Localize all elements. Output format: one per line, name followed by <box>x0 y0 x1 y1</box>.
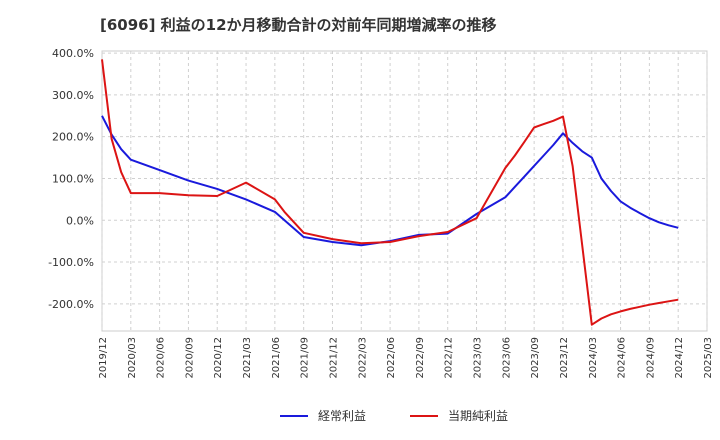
y-tick-label: 200.0% <box>52 131 94 144</box>
legend-label-junrieki: 当期純利益 <box>448 409 508 423</box>
x-tick-label: 2023/03 <box>473 337 484 379</box>
x-tick-label: 2023/12 <box>559 337 570 379</box>
legend-label-keijo: 経常利益 <box>318 409 366 423</box>
series-lines <box>101 59 679 326</box>
x-tick-label: 2022/12 <box>444 337 455 379</box>
legend: 経常利益 当期純利益 <box>280 409 508 423</box>
x-tick-label: 2021/03 <box>242 337 253 379</box>
x-tick-label: 2020/03 <box>127 337 138 379</box>
y-tick-label: 300.0% <box>52 89 94 102</box>
x-tick-label: 2021/12 <box>328 337 339 379</box>
plot-area <box>101 50 708 332</box>
y-tick-label: 100.0% <box>52 172 94 185</box>
x-tick-label: 2020/09 <box>184 337 195 379</box>
x-tick-label: 2022/06 <box>386 337 397 379</box>
x-tick-label: 2024/06 <box>617 337 628 379</box>
y-tick-label: 0.0% <box>66 214 94 227</box>
x-tick-label: 2024/12 <box>674 337 685 379</box>
x-tick-label: 2025/03 <box>703 337 714 379</box>
x-tick-label: 2024/09 <box>645 337 656 379</box>
x-tick-label: 2023/06 <box>501 337 512 379</box>
x-tick-label: 2023/09 <box>530 337 541 379</box>
y-axis-tick-labels: 400.0% 300.0% 200.0% 100.0% 0.0% -100.0% -200.… <box>48 47 94 311</box>
x-tick-label: 2021/09 <box>300 337 311 379</box>
x-tick-label: 2019/12 <box>98 337 109 379</box>
x-tick-label: 2020/12 <box>213 337 224 379</box>
y-tick-label: -200.0% <box>48 298 94 311</box>
y-tick-label: 400.0% <box>52 47 94 60</box>
x-tick-label: 2022/09 <box>415 337 426 379</box>
y-tick-label: -100.0% <box>48 256 94 269</box>
x-tick-label: 2024/03 <box>588 337 599 379</box>
series-line-1 <box>101 59 679 326</box>
chart-title: [6096] 利益の12か月移動合計の対前年同期増減率の推移 <box>100 16 497 34</box>
x-gridlines <box>101 51 708 331</box>
x-tick-label: 2021/06 <box>271 337 282 379</box>
x-axis-tick-labels: 2019/12 2020/03 2020/06 2020/09 2020/12 2021/… <box>98 337 714 379</box>
y-gridlines <box>102 52 707 305</box>
series-line-0 <box>101 115 679 247</box>
x-tick-label: 2020/06 <box>156 337 167 379</box>
x-tick-label: 2022/03 <box>357 337 368 379</box>
